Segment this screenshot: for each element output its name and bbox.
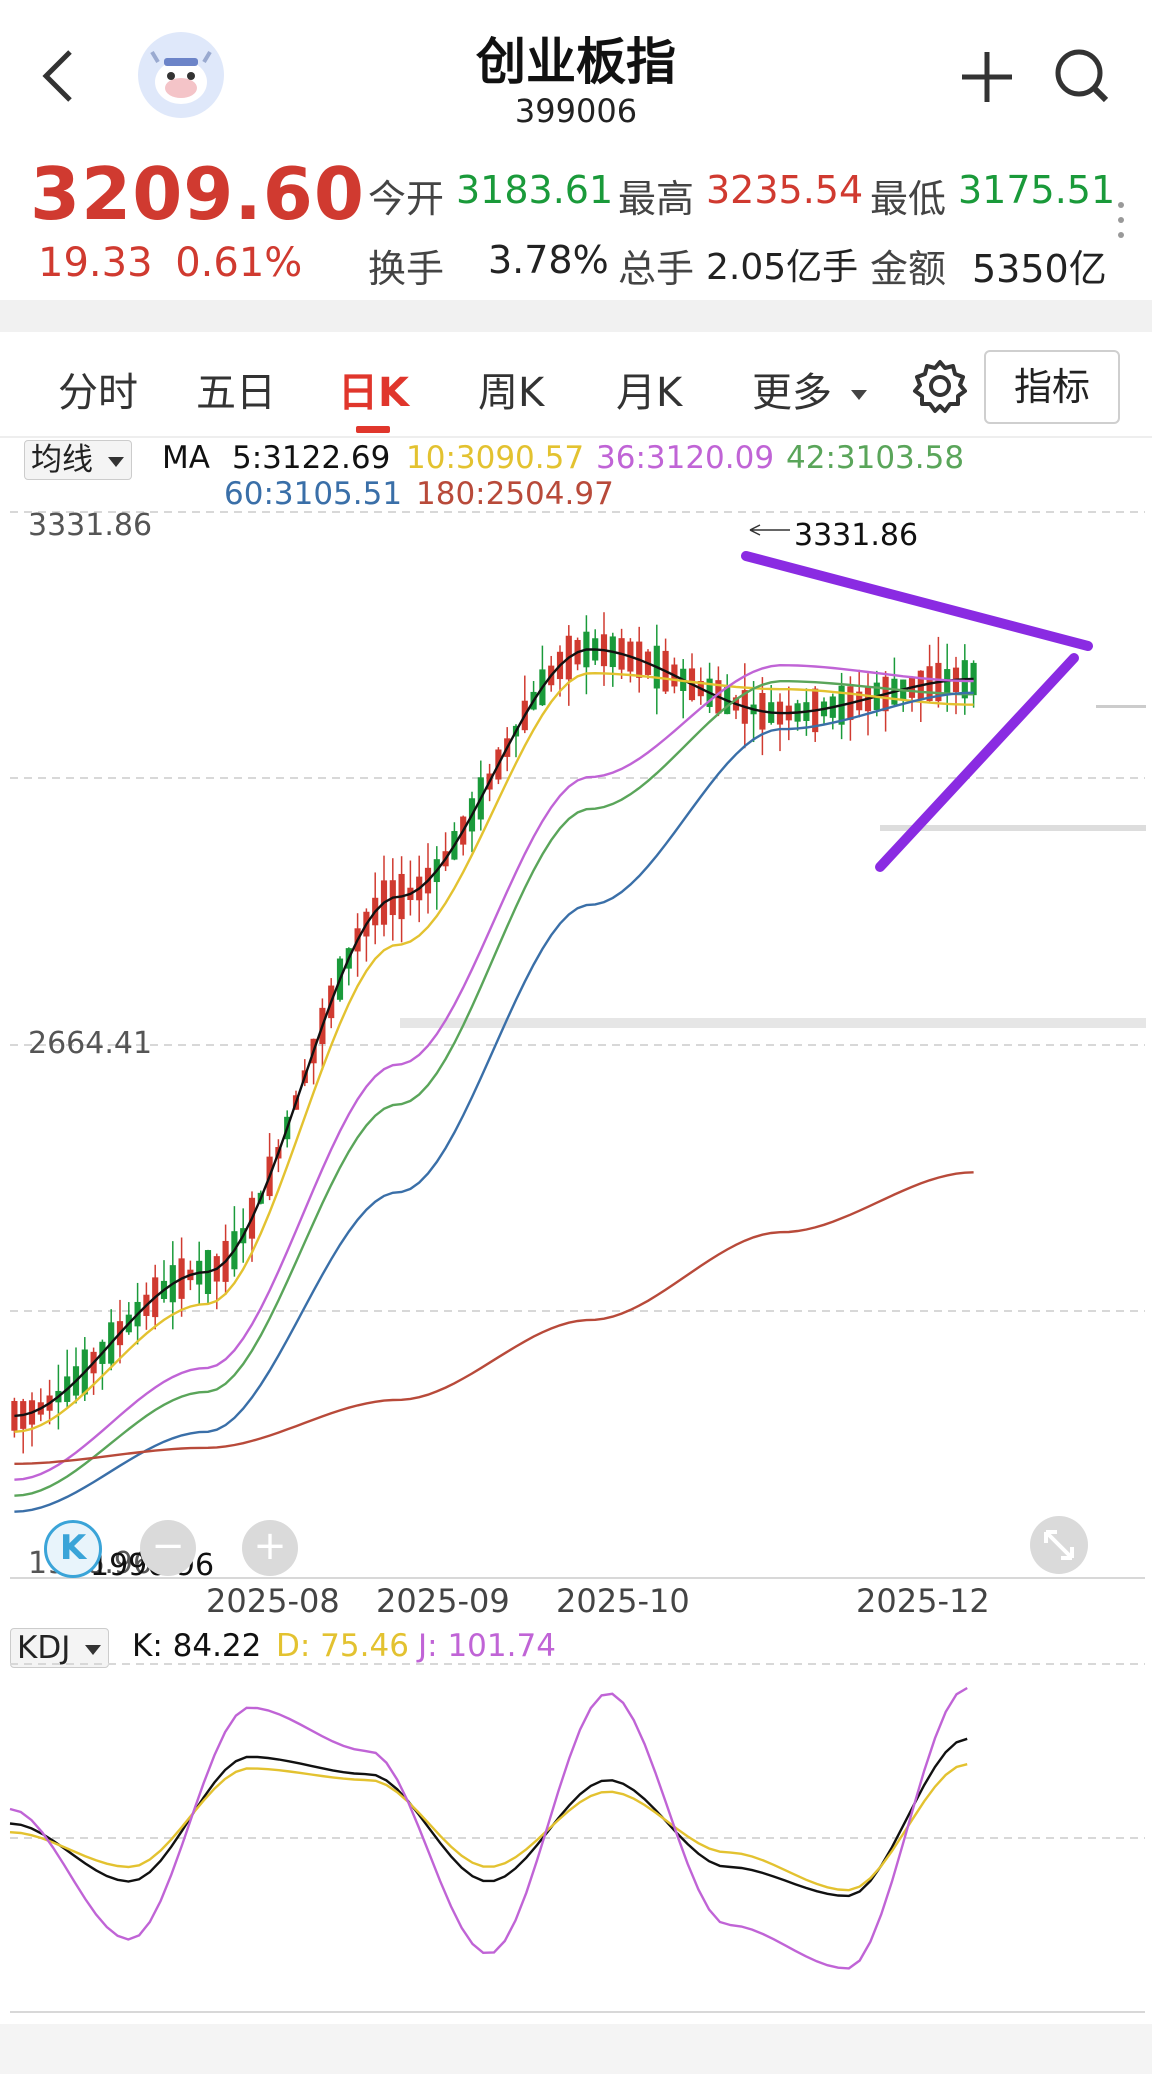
caret-down-icon (107, 456, 124, 467)
ma42-legend: 42:3103.58 (786, 440, 965, 476)
support-trendline (875, 653, 1079, 872)
period-tabs: 分时 五日 日K 周K 月K 更多 指标 (0, 332, 1152, 438)
more-dots-icon[interactable] (1114, 200, 1128, 240)
ma60-legend: 60:3105.51 (224, 476, 403, 512)
axis-label-top: 3331.86 (28, 508, 153, 543)
ma-selector-label: 均线 (31, 442, 93, 478)
plus-icon[interactable] (960, 50, 1014, 104)
zoom-in-button[interactable]: + (242, 1520, 298, 1576)
kline-chart[interactable] (0, 500, 1152, 1580)
section-divider (0, 300, 1152, 332)
date-label-sep: 2025-09 (376, 1582, 510, 1620)
low-label: 最低 (870, 177, 947, 221)
tab-daily-k[interactable]: 日K (338, 370, 409, 416)
price-change: 19.33 0.61% (38, 240, 302, 286)
kdj-chart[interactable] (0, 1660, 1152, 2020)
search-icon[interactable] (1052, 46, 1112, 106)
open-value: 3183.61 (456, 168, 614, 212)
chart-artifact (1096, 705, 1146, 708)
tab-more-label: 更多 (752, 370, 832, 416)
ma180-legend: 180:2504.97 (416, 476, 614, 512)
resistance-trendline (741, 551, 1093, 651)
expand-button[interactable] (1030, 1516, 1088, 1574)
ma10-legend: 10:3090.57 (406, 440, 585, 476)
kdj-d-legend: D: 75.46 (276, 1628, 409, 1664)
kdj-line-d (9, 1763, 968, 1892)
amount-label: 金额 (870, 247, 947, 291)
kdj-selector-dropdown[interactable]: KDJ (10, 1628, 110, 1668)
date-label-aug: 2025-08 (206, 1582, 340, 1620)
ma-line-ma10 (14, 671, 974, 1433)
avatar[interactable] (138, 32, 224, 118)
chart-artifact (400, 1018, 1146, 1028)
ma-line-ma180 (14, 1171, 974, 1465)
page-title: 创业板指 (476, 33, 676, 91)
moving-average-lines (14, 648, 974, 1513)
change-value: 19.33 (38, 240, 153, 286)
ma-line-ma60 (14, 691, 974, 1513)
stock-code: 399006 (514, 92, 638, 130)
chart-artifact (880, 825, 1146, 831)
ma-selector-dropdown[interactable]: 均线 (24, 440, 132, 480)
bottom-band (0, 2024, 1152, 2074)
tab-intraday[interactable]: 分时 (58, 370, 138, 416)
kdj-line-k (9, 1737, 968, 1898)
change-percent: 0.61% (175, 240, 303, 286)
zoom-out-button[interactable]: − (140, 1520, 196, 1576)
volume-label: 总手 (618, 247, 695, 291)
date-label-oct: 2025-10 (556, 1582, 690, 1620)
tab-weekly-k[interactable]: 周K (478, 370, 545, 416)
high-value: 3235.54 (706, 168, 864, 212)
volume-value: 2.05亿手 (706, 247, 859, 288)
expand-arrows-icon (1044, 1530, 1074, 1560)
chevron-left-icon[interactable] (38, 48, 78, 104)
candlestick-series (11, 612, 977, 1454)
ma-label: MA (162, 440, 210, 476)
amount-value: 5350亿 (972, 247, 1107, 291)
axis-label-mid: 2664.41 (28, 1026, 153, 1061)
header-bar: 创业板指 399006 (0, 0, 1152, 150)
indicator-button[interactable]: 指标 (984, 350, 1120, 424)
tab-five-day[interactable]: 五日 (196, 370, 276, 416)
high-label: 最高 (618, 177, 695, 221)
cow-mascot-avatar (150, 50, 212, 104)
turnover-label: 换手 (368, 247, 445, 291)
ma-line-ma36 (14, 663, 974, 1481)
kdj-lines (9, 1686, 968, 1970)
kdj-line-j (9, 1686, 968, 1970)
caret-down-icon (85, 1644, 102, 1655)
current-price: 3209.60 (30, 152, 365, 236)
high-annotation: 3331.86 (794, 518, 919, 553)
tab-more[interactable]: 更多 (752, 360, 869, 418)
ma36-legend: 36:3120.09 (596, 440, 775, 476)
ma-line-ma5 (14, 648, 974, 1418)
k-badge-button[interactable]: K (44, 1520, 102, 1578)
high-marker-arrow (749, 524, 790, 536)
kdj-j-legend: J: 101.74 (418, 1628, 556, 1664)
caret-down-icon (850, 390, 867, 400)
active-tab-indicator (356, 426, 390, 433)
ma5-legend: 5:3122.69 (232, 440, 391, 476)
date-label-dec: 2025-12 (856, 1582, 990, 1620)
gear-icon[interactable] (912, 358, 968, 414)
tab-monthly-k[interactable]: 月K (616, 370, 683, 416)
ma-line-ma42 (14, 679, 974, 1497)
kdj-k-legend: K: 84.22 (132, 1628, 262, 1664)
kdj-selector-label: KDJ (17, 1630, 71, 1666)
turnover-value: 3.78% (488, 238, 609, 282)
open-label: 今开 (368, 177, 445, 221)
low-value: 3175.51 (958, 168, 1116, 212)
